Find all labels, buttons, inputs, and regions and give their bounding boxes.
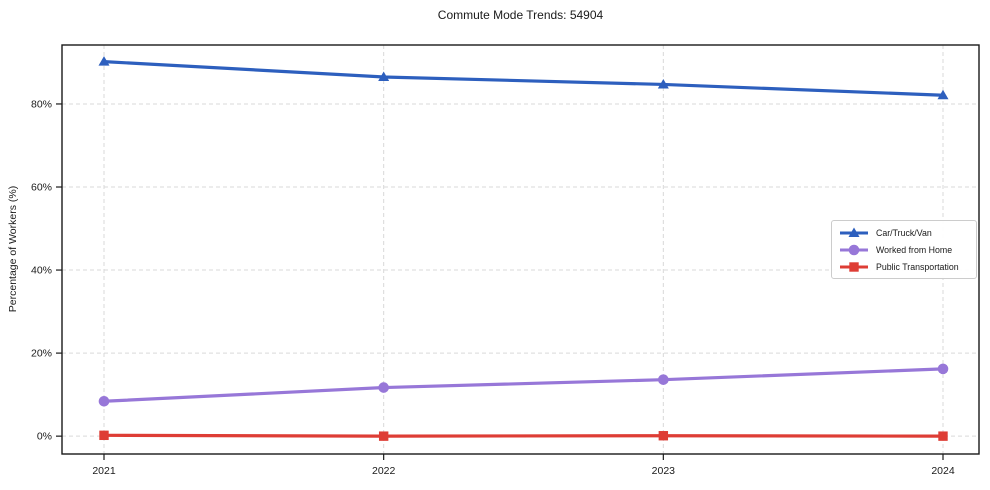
legend-label: Car/Truck/Van xyxy=(876,227,932,238)
legend-item: Car/Truck/Van xyxy=(839,227,969,239)
data-point-worked-from-home xyxy=(937,363,949,375)
legend-label: Public Transportation xyxy=(876,261,959,272)
x-tick-label: 2022 xyxy=(372,465,396,477)
legend-sample-marker xyxy=(849,261,859,272)
legend-marker-worked-from-home xyxy=(840,244,868,255)
data-point-worked-from-home xyxy=(98,395,110,407)
legend-item: Public Transportation xyxy=(839,261,969,273)
plot-border xyxy=(61,44,980,455)
legend-sample-marker xyxy=(848,227,860,237)
data-point-car-truck-van xyxy=(937,89,949,100)
legend-marker-car-truck-van xyxy=(840,227,868,237)
y-tick-label: 20% xyxy=(31,348,52,360)
x-tick-label: 2021 xyxy=(92,465,116,477)
chart-title: Commute Mode Trends: 54904 xyxy=(437,8,604,22)
x-tick-label: 2024 xyxy=(931,465,955,477)
data-point-public-transportation xyxy=(658,431,669,441)
data-point-worked-from-home xyxy=(658,374,669,385)
data-point-car-truck-van xyxy=(657,78,669,89)
legend-marker-public-transportation xyxy=(840,261,868,272)
data-point-public-transportation xyxy=(99,430,109,441)
x-tick-label: 2023 xyxy=(652,465,676,477)
data-point-public-transportation xyxy=(938,431,948,441)
data-point-worked-from-home xyxy=(378,382,389,393)
y-tick-label: 40% xyxy=(31,265,52,277)
series-line-worked-from-home xyxy=(102,367,945,403)
legend: Car/Truck/Van Worked from Home Public Tr… xyxy=(831,220,977,279)
legend-sample-marker xyxy=(848,244,860,255)
legend-item: Worked from Home xyxy=(839,244,969,256)
series-line-public-transportation xyxy=(102,433,945,438)
data-point-car-truck-van xyxy=(98,56,110,66)
y-tick-label: 80% xyxy=(31,98,52,110)
y-tick-label: 0% xyxy=(37,431,52,443)
data-point-car-truck-van xyxy=(378,71,390,81)
series-line-car-truck-van xyxy=(102,60,945,97)
legend-label: Worked from Home xyxy=(876,244,953,255)
y-tick-label: 60% xyxy=(31,182,52,194)
data-point-public-transportation xyxy=(378,431,389,441)
